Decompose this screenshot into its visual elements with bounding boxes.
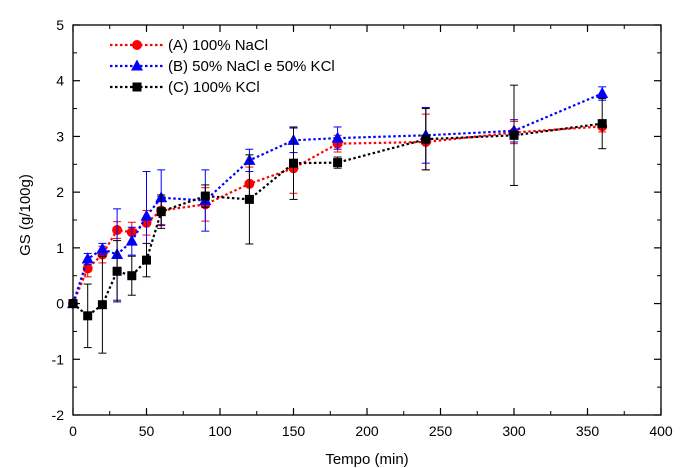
data-point — [596, 87, 609, 99]
data-point — [127, 271, 137, 281]
data-point — [333, 158, 343, 168]
legend-label: (C) 100% KCl — [168, 79, 260, 96]
legend-entry-1: (B) 50% NaCl e 50% KCl — [110, 58, 335, 75]
y-tick-label: 0 — [56, 296, 64, 312]
x-tick-label: 400 — [649, 423, 673, 439]
series-line — [71, 125, 603, 304]
x-tick-label: 100 — [208, 423, 232, 439]
y-tick-label: 1 — [56, 240, 64, 256]
data-point — [142, 255, 151, 265]
y-tick-label: -1 — [52, 351, 65, 367]
data-point — [289, 158, 298, 168]
series-line — [71, 92, 603, 304]
data-point — [96, 242, 109, 254]
legend-entry-2: (C) 100% KCl — [110, 79, 260, 96]
data-point — [140, 209, 153, 221]
data-point — [81, 252, 94, 264]
data-point — [331, 131, 344, 143]
plot-layer — [67, 84, 609, 354]
legend-label: (A) 100% NaCl — [168, 37, 268, 54]
x-tick-label: 300 — [502, 423, 526, 439]
y-tick-label: 2 — [56, 184, 64, 200]
y-axis-label: GS (g/100g) — [17, 174, 34, 256]
legend-label: (B) 50% NaCl e 50% KCl — [168, 58, 335, 75]
legend-entry-0: (A) 100% NaCl — [110, 37, 268, 54]
x-tick-label: 200 — [355, 423, 379, 439]
data-point — [82, 263, 93, 274]
data-point — [244, 194, 254, 204]
data-point — [509, 130, 519, 140]
series-1 — [67, 86, 609, 309]
y-tick-label: 3 — [56, 128, 64, 144]
data-point — [156, 207, 166, 217]
data-point — [200, 191, 210, 201]
legend-marker — [132, 40, 142, 50]
y-tick-label: 5 — [56, 17, 64, 33]
x-tick-label: 0 — [69, 423, 77, 439]
data-point — [83, 311, 93, 321]
x-tick-label: 150 — [282, 423, 306, 439]
data-point — [97, 300, 107, 310]
x-tick-label: 350 — [576, 423, 600, 439]
data-point — [125, 234, 138, 246]
legend: (A) 100% NaCl (B) 50% NaCl e 50% KCl (C) 1… — [110, 37, 335, 96]
data-point — [112, 266, 122, 276]
legend-marker — [131, 59, 143, 71]
y-tick-label: -2 — [52, 407, 65, 423]
x-tick-label: 50 — [139, 423, 155, 439]
series-2 — [68, 84, 607, 354]
data-point — [421, 134, 431, 144]
data-point — [597, 119, 607, 129]
axes-layer: 0 50 100 150 200 250 300 350 400 -2 -1 0 1 2 3 4 5 — [52, 17, 673, 439]
x-axis-label: Tempo (min) — [325, 451, 408, 468]
legend-marker — [132, 82, 142, 92]
y-tick-label: 4 — [56, 73, 64, 89]
x-tick-label: 250 — [429, 423, 453, 439]
